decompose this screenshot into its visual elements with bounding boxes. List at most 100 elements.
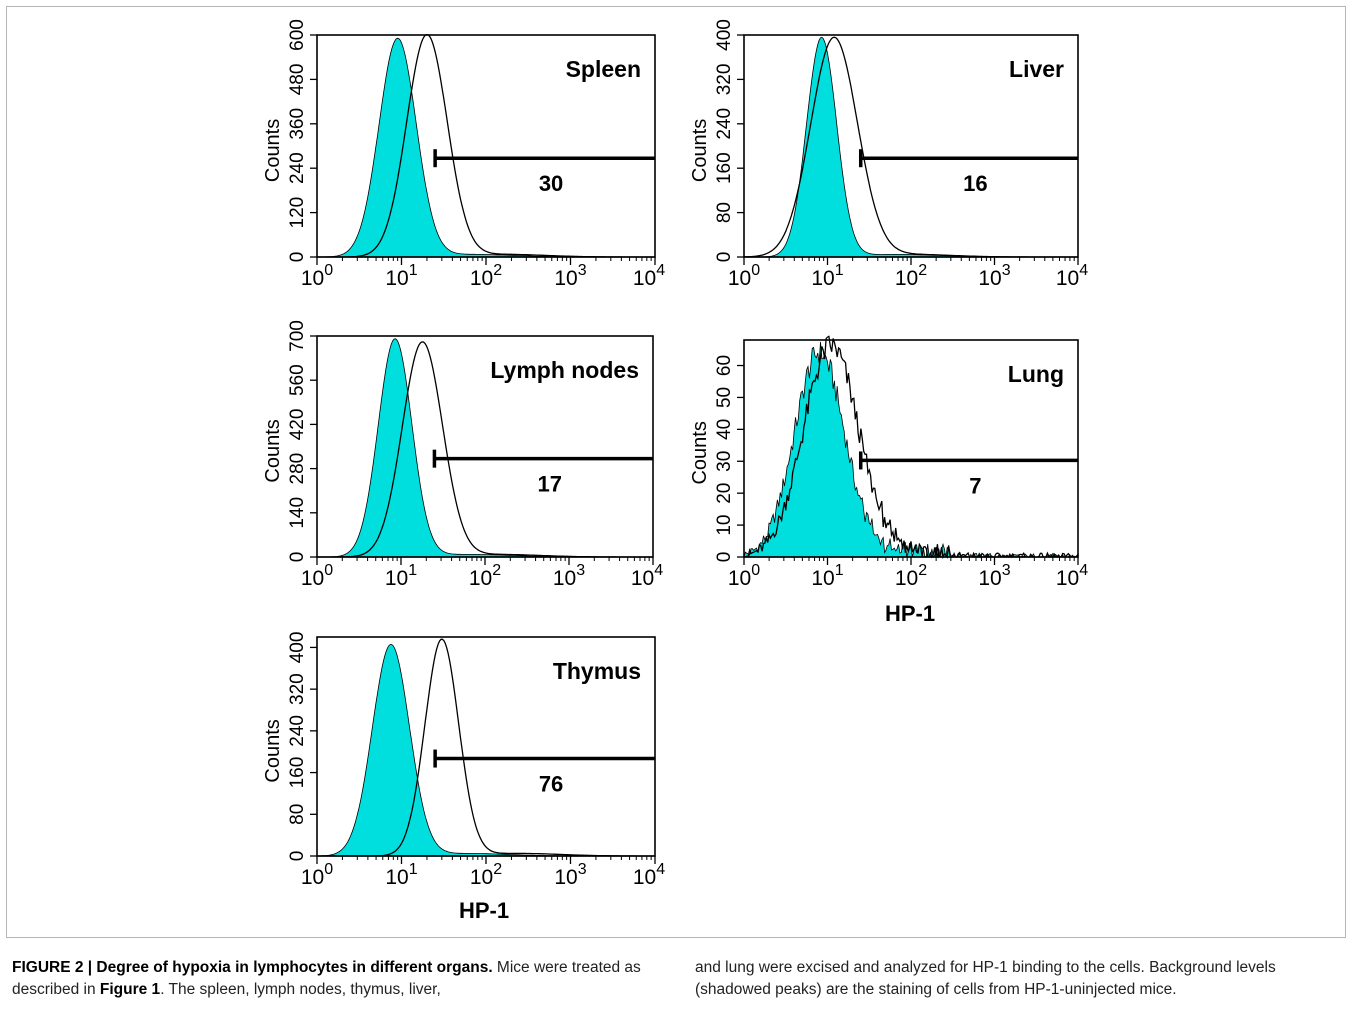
x-tick-label-exponent: 0 — [751, 562, 760, 579]
x-tick-label-base: 10 — [631, 567, 654, 590]
panel-title: Lymph nodes — [490, 357, 639, 383]
caption-figure-ref: Figure 1 — [99, 981, 161, 998]
x-tick-label: 101 — [385, 262, 417, 290]
x-axis-title-thymus: HP-1 — [459, 898, 509, 923]
gate-percentage-label: 7 — [969, 473, 981, 498]
x-tick-label-base: 10 — [554, 267, 577, 290]
y-tick-label: 140 — [287, 497, 308, 529]
x-tick-label-base: 10 — [633, 267, 656, 290]
x-tick-label: 104 — [633, 861, 665, 889]
x-tick-label: 102 — [470, 861, 502, 889]
y-tick-label: 240 — [287, 152, 308, 184]
x-tick-label-base: 10 — [553, 567, 576, 590]
x-tick-label: 103 — [554, 262, 586, 290]
x-tick-label: 101 — [385, 861, 417, 889]
y-axis-title: Counts — [262, 719, 284, 782]
y-tick-label: 360 — [287, 108, 308, 140]
figure-caption-right: and lung were excised and analyzed for H… — [695, 957, 1345, 1001]
x-tick-label: 104 — [1056, 562, 1088, 590]
gate-percentage-label: 16 — [963, 171, 987, 196]
x-tick-label: 100 — [301, 262, 333, 290]
panel-title: Spleen — [566, 56, 641, 82]
x-tick-label-base: 10 — [385, 267, 408, 290]
y-tick-label: 400 — [287, 632, 308, 664]
y-tick-label: 160 — [714, 152, 735, 184]
x-tick-label: 100 — [301, 562, 333, 590]
x-tick-label-base: 10 — [301, 567, 324, 590]
x-tick-label-base: 10 — [811, 567, 834, 590]
y-tick-label: 30 — [714, 451, 735, 472]
x-tick-label-base: 10 — [554, 866, 577, 889]
x-tick-label-exponent: 0 — [324, 562, 333, 579]
hp1-stained-peak — [744, 335, 1079, 560]
x-tick-label-base: 10 — [978, 567, 1001, 590]
y-tick-label: 0 — [287, 552, 308, 563]
panel-title: Thymus — [553, 658, 641, 684]
y-tick-label: 20 — [714, 483, 735, 504]
gate-percentage-label: 17 — [537, 472, 561, 497]
panel-title: Lung — [1008, 361, 1064, 387]
y-axis-title: Counts — [689, 421, 711, 484]
x-tick-label-exponent: 0 — [324, 861, 333, 878]
x-tick-label-base: 10 — [469, 567, 492, 590]
x-tick-label-base: 10 — [470, 866, 493, 889]
y-tick-label: 700 — [287, 320, 308, 352]
y-tick-label: 480 — [287, 64, 308, 96]
x-tick-label-exponent: 3 — [578, 262, 587, 279]
x-tick-label-base: 10 — [811, 267, 834, 290]
x-tick-label-base: 10 — [728, 567, 751, 590]
x-tick-label-exponent: 1 — [835, 562, 844, 579]
gate-percentage-label: 76 — [539, 772, 563, 797]
y-tick-label: 240 — [714, 108, 735, 140]
caption-text-2: . The spleen, lymph nodes, thymus, liver… — [160, 981, 441, 998]
x-tick-label-exponent: 1 — [409, 861, 418, 878]
y-tick-label: 320 — [714, 64, 735, 96]
y-tick-label: 80 — [714, 202, 735, 223]
x-tick-label-exponent: 1 — [835, 262, 844, 279]
x-tick-label-exponent: 1 — [408, 562, 417, 579]
x-tick-label-base: 10 — [1056, 267, 1079, 290]
x-tick-label: 103 — [978, 262, 1010, 290]
x-tick-label: 101 — [385, 562, 417, 590]
x-tick-label: 102 — [470, 262, 502, 290]
x-tick-label: 103 — [553, 562, 585, 590]
x-tick-label-base: 10 — [385, 866, 408, 889]
y-axis-title: Counts — [262, 419, 284, 482]
x-tick-label-exponent: 4 — [654, 562, 663, 579]
x-tick-label-base: 10 — [728, 267, 751, 290]
x-tick-label: 100 — [728, 562, 760, 590]
x-tick-label-exponent: 0 — [324, 262, 333, 279]
caption-heading: FIGURE 2 | Degree of hypoxia in lymphocy… — [12, 959, 493, 976]
x-tick-label: 100 — [728, 262, 760, 290]
y-tick-label: 560 — [287, 364, 308, 396]
x-tick-label-base: 10 — [978, 267, 1001, 290]
y-tick-label: 0 — [287, 851, 308, 862]
gate-percentage-label: 30 — [539, 171, 563, 196]
x-tick-label: 101 — [811, 562, 843, 590]
x-tick-label: 103 — [978, 562, 1010, 590]
x-tick-label-base: 10 — [470, 267, 493, 290]
figure-frame — [6, 6, 1346, 938]
x-tick-label: 102 — [469, 562, 501, 590]
x-tick-label-exponent: 4 — [656, 861, 665, 878]
y-tick-label: 320 — [287, 673, 308, 705]
figure-caption-left: FIGURE 2 | Degree of hypoxia in lymphocy… — [12, 957, 662, 1001]
x-tick-label-base: 10 — [895, 567, 918, 590]
y-tick-label: 280 — [287, 453, 308, 485]
x-tick-label-exponent: 3 — [576, 562, 585, 579]
x-tick-label-exponent: 2 — [492, 562, 501, 579]
x-axis-title-lung: HP-1 — [885, 601, 935, 626]
x-tick-label-exponent: 4 — [1079, 262, 1088, 279]
x-tick-label: 100 — [301, 861, 333, 889]
x-tick-label-base: 10 — [895, 267, 918, 290]
x-tick-label: 102 — [895, 562, 927, 590]
x-tick-label-exponent: 4 — [1079, 562, 1088, 579]
y-tick-label: 60 — [714, 355, 735, 376]
y-tick-label: 420 — [287, 409, 308, 441]
x-tick-label-exponent: 2 — [493, 861, 502, 878]
x-tick-label-exponent: 4 — [656, 262, 665, 279]
x-tick-label-base: 10 — [385, 567, 408, 590]
